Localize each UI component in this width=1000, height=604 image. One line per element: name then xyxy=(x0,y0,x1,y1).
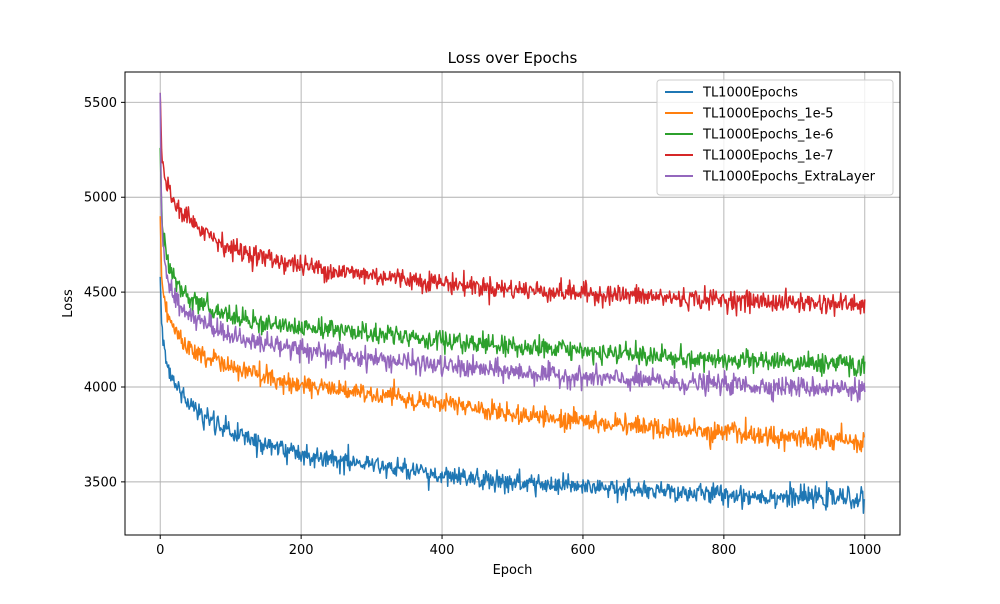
chart-title: Loss over Epochs xyxy=(448,49,578,67)
x-tick-label: 400 xyxy=(430,543,455,558)
x-tick-label: 0 xyxy=(156,543,164,558)
x-axis-label: Epoch xyxy=(493,563,533,578)
legend-box xyxy=(656,79,894,196)
x-tick-label: 800 xyxy=(711,543,736,558)
series-line-0 xyxy=(159,276,866,514)
y-tick-label: 5500 xyxy=(84,96,117,111)
x-tick-label: 600 xyxy=(571,543,596,558)
x-tick-label: 1000 xyxy=(848,543,881,558)
series-line-4 xyxy=(159,92,866,403)
plot-frame xyxy=(124,71,901,536)
y-tick-label: 4500 xyxy=(84,286,117,301)
legend: TL1000Epochs TL1000Epochs_1e-5 TL1000Epoch… xyxy=(656,79,894,196)
y-axis-label: Loss xyxy=(61,289,76,318)
legend-label: TL1000Epochs_ExtraLayer xyxy=(702,170,876,185)
legend-label: TL1000Epochs_1e-5 xyxy=(702,107,834,122)
y-tick-label: 3500 xyxy=(84,475,117,490)
legend-label: TL1000Epochs_1e-7 xyxy=(702,149,834,164)
axis-ticks: 0 200 400 600 800 1000 3500 4000 4500 5000 5500 xyxy=(84,96,881,558)
x-tick-label: 200 xyxy=(289,543,314,558)
series-line-2 xyxy=(159,147,866,378)
legend-label: TL1000Epochs xyxy=(702,86,798,101)
y-tick-label: 4000 xyxy=(84,380,117,395)
y-tick-label: 5000 xyxy=(84,191,117,206)
legend-label: TL1000Epochs_1e-6 xyxy=(702,128,834,143)
series-lines xyxy=(159,92,866,514)
series-line-3 xyxy=(159,92,866,317)
series-line-1 xyxy=(159,216,866,454)
